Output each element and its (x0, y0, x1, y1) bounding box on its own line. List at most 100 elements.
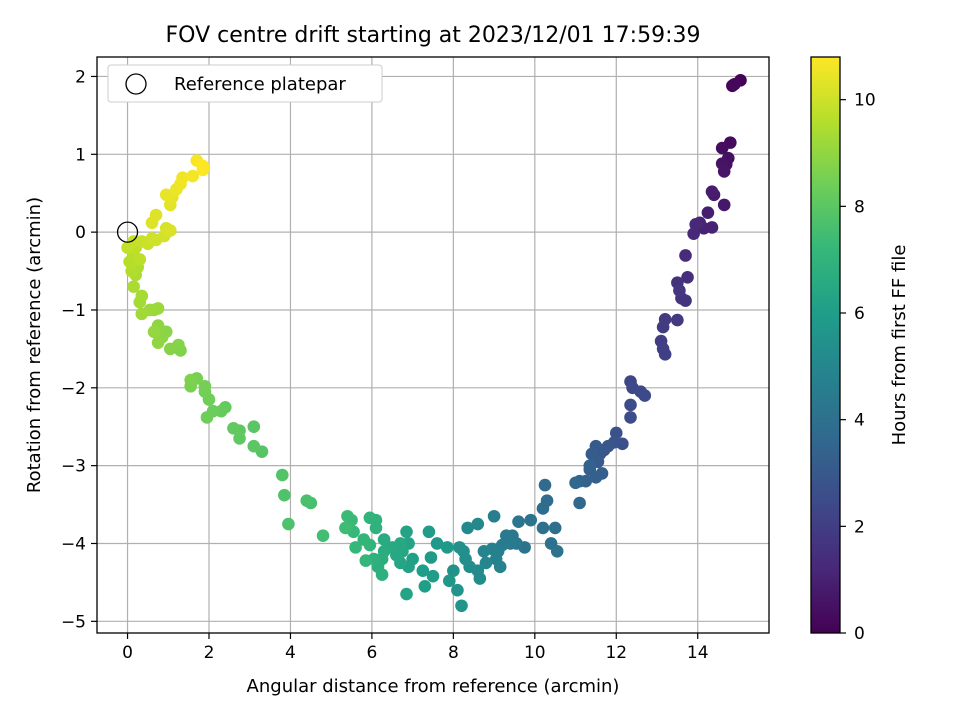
data-point (430, 537, 444, 550)
data-point (164, 224, 177, 237)
data-point (186, 169, 200, 183)
colorbar-label: Hours from first FF file (889, 245, 910, 446)
x-tick-label: 6 (366, 643, 377, 663)
data-point (624, 398, 637, 412)
y-axis-label: Rotation from reference (arcmin) (24, 197, 45, 493)
data-point (233, 432, 246, 445)
data-point (349, 541, 362, 554)
data-point (687, 227, 700, 240)
y-tick-label: 2 (75, 67, 86, 87)
x-tick-label: 4 (285, 643, 296, 663)
data-point (149, 208, 163, 222)
data-point (536, 502, 550, 515)
data-point (681, 270, 694, 284)
data-point (624, 411, 637, 424)
chart-title: FOV centre drift starting at 2023/12/01 … (166, 23, 701, 48)
data-point (359, 554, 373, 567)
data-point (227, 421, 240, 435)
data-point (176, 171, 189, 184)
data-point (357, 533, 371, 546)
data-point (135, 289, 149, 303)
legend-box (107, 64, 383, 103)
colorbar: 0 2 4 6 8 10 Hours from first FF file (810, 56, 910, 644)
data-point (377, 533, 391, 546)
data-point (198, 379, 212, 393)
data-point (679, 294, 692, 307)
reference-platepar-marker (116, 221, 139, 243)
y-tick-label: −5 (61, 612, 86, 632)
data-point (705, 185, 719, 198)
x-axis-label: Angular distance from reference (arcmin) (247, 676, 620, 697)
data-point (247, 439, 261, 453)
data-point (548, 521, 562, 535)
data-point (184, 373, 197, 387)
data-point (493, 560, 507, 574)
data-point (471, 517, 485, 531)
data-point (247, 420, 261, 434)
data-point (416, 564, 430, 578)
data-point (440, 541, 454, 554)
data-point (550, 544, 564, 558)
data-point (316, 529, 330, 543)
data-point (451, 583, 464, 597)
y-tick-label: −3 (61, 457, 86, 477)
data-point (418, 579, 432, 593)
data-point (151, 336, 165, 349)
data-point (585, 447, 599, 461)
colorbar-tick-label: 0 (854, 624, 865, 644)
x-tick-label: 12 (605, 643, 627, 663)
data-point (400, 525, 413, 539)
data-point (453, 541, 466, 554)
colorbar-tick-label: 10 (854, 91, 876, 111)
data-point (524, 513, 538, 527)
data-point (538, 478, 552, 492)
data-point (278, 488, 291, 502)
y-tick-label: −1 (61, 301, 86, 321)
x-tick-label: 8 (448, 643, 459, 663)
data-point (375, 568, 389, 581)
data-point (658, 348, 672, 361)
data-point (276, 468, 289, 482)
data-point (461, 521, 474, 535)
data-point (671, 313, 684, 327)
data-point (135, 307, 149, 321)
data-point (656, 320, 670, 334)
data-point (363, 511, 377, 525)
data-point (400, 587, 413, 601)
data-point (455, 599, 468, 613)
data-point (282, 517, 295, 531)
data-point (717, 165, 731, 178)
data-point (339, 521, 352, 535)
legend-label-reference: Reference platepar (174, 74, 346, 95)
data-point (473, 572, 487, 585)
data-point (147, 325, 161, 339)
data-point (477, 544, 491, 558)
data-point (728, 77, 741, 91)
plot-frame (96, 56, 770, 634)
x-tick-label: 2 (204, 643, 215, 663)
data-point (638, 389, 652, 402)
colorbar-ticks: 0 2 4 6 8 10 (840, 91, 876, 644)
y-tick-label: 1 (75, 145, 86, 165)
data-point (573, 496, 586, 510)
colorbar-gradient (810, 56, 841, 634)
x-tick-label: 10 (524, 643, 546, 663)
data-point (447, 564, 460, 578)
x-tick-label: 14 (687, 643, 709, 663)
points-layer (116, 74, 747, 613)
data-point (583, 459, 597, 472)
data-point (701, 206, 715, 219)
legend-marker-reference (125, 73, 147, 95)
data-point (133, 253, 147, 266)
data-point (715, 141, 729, 155)
data-point (200, 411, 214, 424)
colorbar-tick-label: 8 (854, 197, 865, 217)
data-point (196, 159, 210, 173)
data-point (487, 509, 501, 523)
colorbar-tick-label: 6 (854, 304, 865, 324)
x-tick-label: 0 (122, 643, 133, 663)
data-point (422, 525, 436, 539)
data-point (127, 280, 140, 293)
